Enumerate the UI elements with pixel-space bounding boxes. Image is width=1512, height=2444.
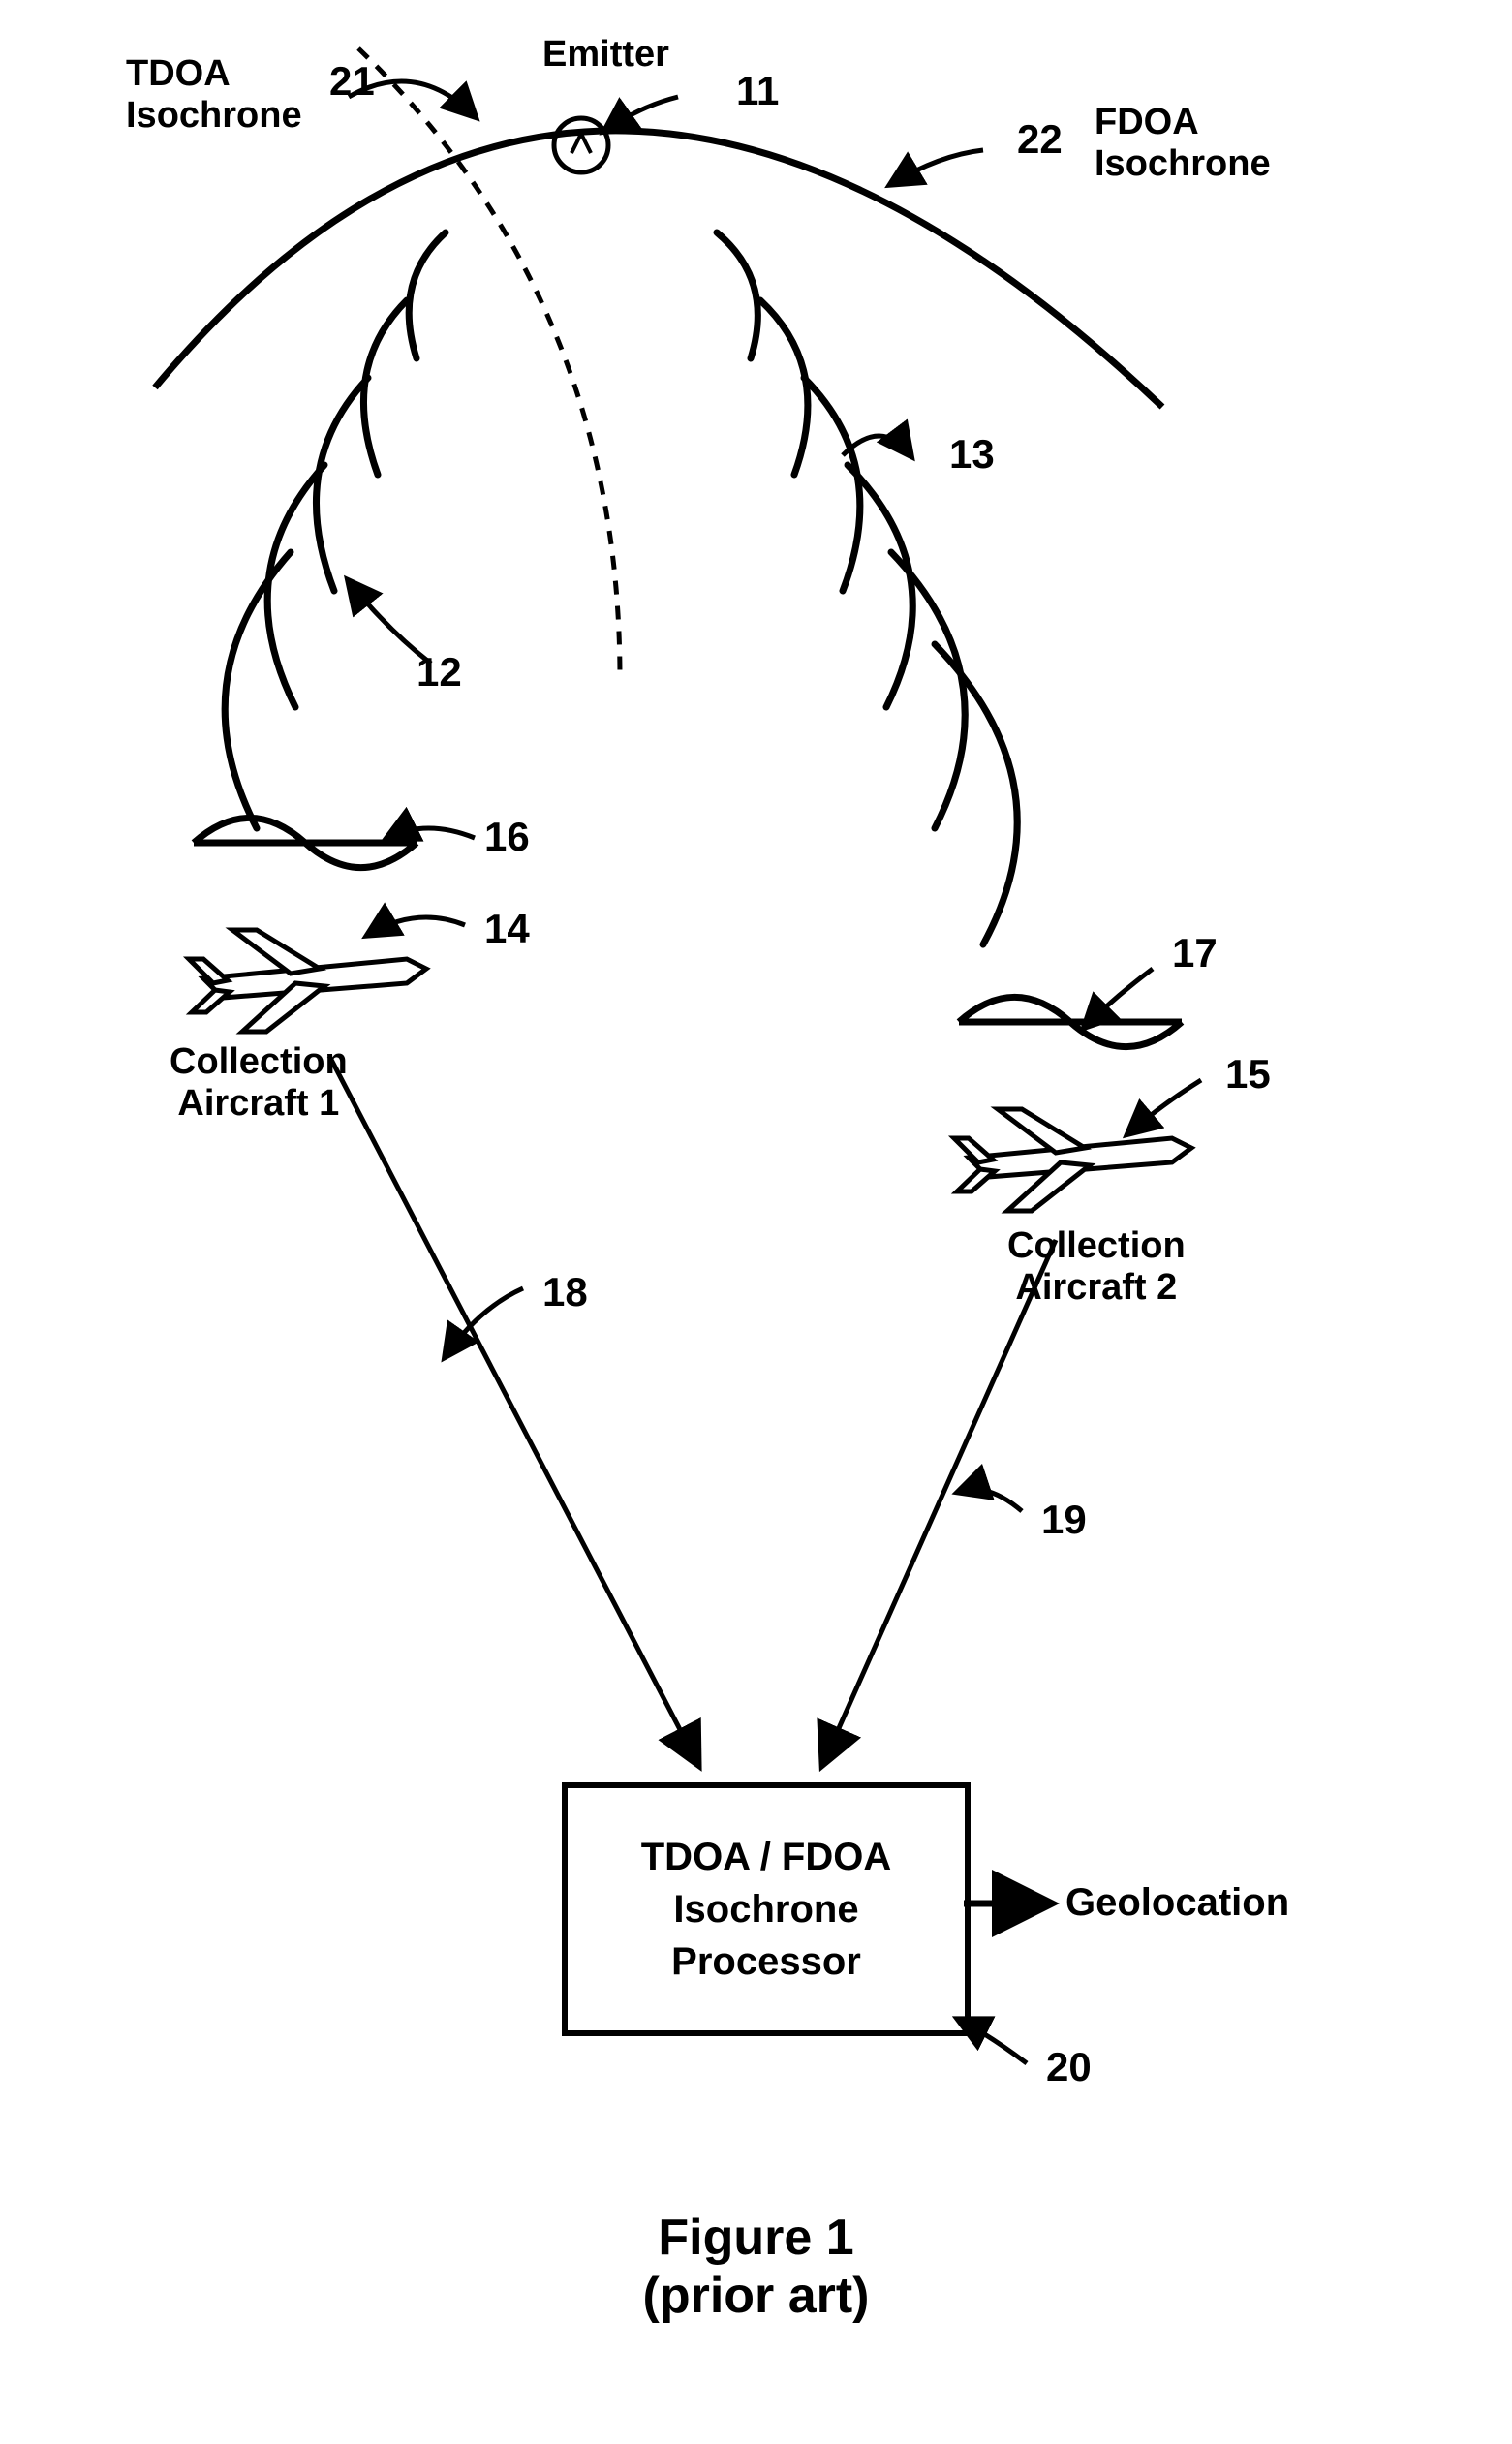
num-19: 19 bbox=[1041, 1497, 1087, 1543]
num-14: 14 bbox=[484, 906, 530, 952]
num-13: 13 bbox=[949, 431, 995, 478]
leader-n19 bbox=[959, 1490, 1022, 1512]
num-17: 17 bbox=[1172, 930, 1218, 976]
emitter-label: Emitter bbox=[542, 34, 669, 76]
leader-emitter bbox=[605, 97, 678, 131]
ac1-l2: Aircraft 1 bbox=[177, 1083, 339, 1124]
ac2-l2: Aircraft 2 bbox=[1015, 1267, 1177, 1308]
num-15: 15 bbox=[1225, 1051, 1271, 1098]
fdoa-isochrone-label: FDOA Isochrone bbox=[1095, 102, 1271, 185]
num-21: 21 bbox=[329, 58, 375, 105]
box-l3: Processor bbox=[671, 1935, 861, 1988]
emission-wave-right bbox=[891, 552, 965, 828]
emission-wave-left bbox=[225, 552, 291, 828]
tdoa-text-1: TDOA bbox=[126, 53, 231, 94]
num-16: 16 bbox=[484, 814, 530, 860]
box-l1: TDOA / FDOA bbox=[641, 1831, 892, 1883]
leader-n14 bbox=[368, 917, 465, 935]
collection-aircraft-2-label: Collection Aircraft 2 bbox=[1007, 1225, 1186, 1309]
leader-fdoa bbox=[891, 150, 983, 184]
emission-wave-left bbox=[363, 300, 407, 475]
num-20: 20 bbox=[1046, 2044, 1092, 2090]
emission-wave-left bbox=[409, 232, 446, 358]
fdoa-isochrone-arc bbox=[155, 131, 1162, 407]
emission-wave-right bbox=[760, 300, 808, 475]
leader-n15 bbox=[1128, 1080, 1201, 1133]
emission-wave-right bbox=[804, 378, 860, 591]
fdoa-text-2: Isochrone bbox=[1095, 143, 1271, 184]
emission-wave-left bbox=[316, 378, 368, 591]
num-12: 12 bbox=[417, 649, 462, 696]
fdoa-text-1: FDOA bbox=[1095, 102, 1199, 142]
leader-n17 bbox=[1085, 969, 1153, 1027]
box-l2: Isochrone bbox=[673, 1883, 858, 1935]
downlink-1 bbox=[329, 1056, 697, 1763]
caption-l2: (prior art) bbox=[643, 2268, 870, 2324]
num-18: 18 bbox=[542, 1269, 588, 1315]
num-11: 11 bbox=[736, 68, 779, 114]
tdoa-text-2: Isochrone bbox=[126, 95, 302, 136]
processor-box: TDOA / FDOA Isochrone Processor bbox=[562, 1782, 971, 2036]
emission-wave-right bbox=[717, 232, 757, 358]
figure-caption: Figure 1 (prior art) bbox=[0, 2209, 1512, 2325]
aircraft-2-icon bbox=[954, 1109, 1191, 1211]
collection-aircraft-1-label: Collection Aircraft 1 bbox=[170, 1041, 348, 1125]
num-22: 22 bbox=[1017, 116, 1063, 163]
tdoa-isochrone-label: TDOA Isochrone bbox=[126, 53, 302, 137]
aircraft-1-icon bbox=[189, 930, 426, 1032]
geolocation-label: Geolocation bbox=[1065, 1881, 1289, 1925]
tdoa-isochrone-arc bbox=[358, 48, 620, 678]
leader-n16 bbox=[387, 828, 475, 838]
emitter-icon bbox=[554, 118, 608, 172]
emitter-antenna-icon bbox=[571, 134, 591, 153]
downlink-2 bbox=[823, 1240, 1056, 1763]
ac2-l1: Collection bbox=[1007, 1225, 1186, 1266]
caption-l1: Figure 1 bbox=[658, 2210, 853, 2266]
ac1-l1: Collection bbox=[170, 1041, 348, 1082]
